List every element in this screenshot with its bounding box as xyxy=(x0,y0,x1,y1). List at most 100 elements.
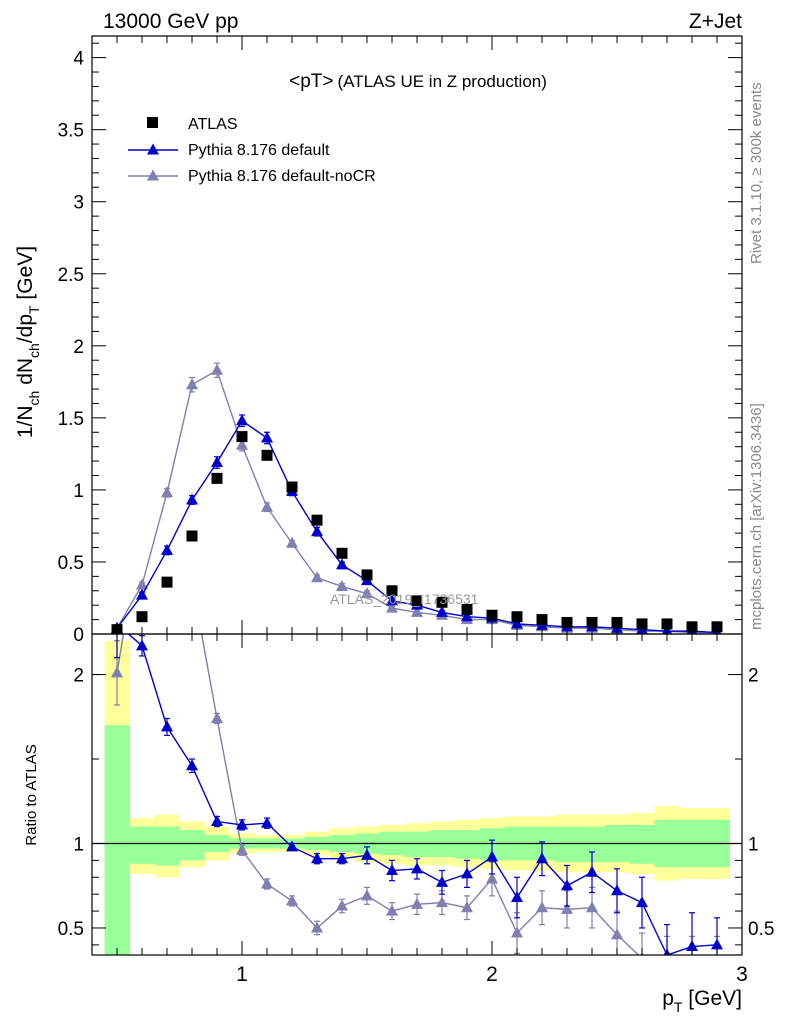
ratio-point xyxy=(161,720,173,732)
ratio-point xyxy=(136,639,148,651)
main-point xyxy=(211,456,223,468)
y-tick-label: 0.5 xyxy=(58,553,84,574)
ratio-point xyxy=(186,575,198,586)
main-point xyxy=(161,543,173,555)
ratio-point xyxy=(436,875,448,887)
band-stat xyxy=(179,829,205,861)
ratio-y-tick-label: 1 xyxy=(73,834,84,855)
atlas-data-point xyxy=(336,547,348,559)
ratio-point xyxy=(711,955,723,966)
atlas-data-point xyxy=(386,585,398,597)
atlas-data-point xyxy=(661,618,673,630)
band-stat xyxy=(629,824,655,864)
main-point xyxy=(161,486,173,498)
main-point xyxy=(186,493,198,505)
ratio-point xyxy=(461,867,473,879)
main-point xyxy=(136,588,148,600)
ratio-point xyxy=(411,862,423,874)
main-point xyxy=(261,500,273,512)
y-tick-label: 3 xyxy=(73,193,84,214)
main-point xyxy=(186,378,198,390)
ratio-point xyxy=(636,896,648,908)
ratio-y-axis-label: Ratio to ATLAS xyxy=(23,744,40,845)
ratio-point xyxy=(186,759,198,771)
y-tick-label: 1.5 xyxy=(58,409,84,430)
atlas-data-point xyxy=(136,611,148,623)
main-point xyxy=(386,601,398,613)
ratio-plot-panel: 1 2 3 0.5 0.5 1 1 2 2 xyxy=(58,575,774,986)
ratio-point xyxy=(536,901,548,913)
ratio-point xyxy=(286,894,298,906)
ratio-point xyxy=(111,666,123,678)
atlas-data-point xyxy=(411,595,423,607)
ratio-point xyxy=(586,865,598,877)
main-point xyxy=(236,414,248,426)
main-plot-panel: 0 0.5 1 1.5 2 2.5 3 3.5 4 xyxy=(58,35,743,646)
main-point xyxy=(386,594,398,606)
ratio-point xyxy=(511,891,523,903)
band-stat xyxy=(554,826,580,863)
ratio-point xyxy=(461,901,473,913)
band-stat xyxy=(104,725,130,955)
ratio-point xyxy=(211,711,223,723)
main-point xyxy=(336,558,348,570)
main-point xyxy=(311,571,323,583)
ratio-point xyxy=(211,815,223,827)
ratio-point xyxy=(311,852,323,864)
ratio-point xyxy=(611,928,623,940)
ratio-point xyxy=(686,955,698,966)
main-point xyxy=(286,536,298,548)
ratio-point xyxy=(511,926,523,938)
ratio-y-tick-label: 0.5 xyxy=(58,919,84,940)
main-point xyxy=(311,525,323,537)
ratio-point xyxy=(561,902,573,914)
ratio-point xyxy=(261,816,273,828)
main-point xyxy=(211,363,223,375)
ratio-point xyxy=(561,879,573,891)
y-tick-label: 1 xyxy=(73,481,84,502)
ratio-point xyxy=(236,843,248,855)
ratio-point xyxy=(261,877,273,889)
ratio-y-tick-label-right: 2 xyxy=(748,666,759,687)
analysis-watermark: ATLAS_2019_I1736531 xyxy=(330,591,479,607)
ratio-point xyxy=(661,955,673,966)
y-tick-label: 2.5 xyxy=(58,265,84,286)
ratio-point xyxy=(536,852,548,864)
atlas-data-point xyxy=(711,621,723,633)
x-tick-label: 3 xyxy=(736,963,748,986)
ratio-point xyxy=(411,897,423,909)
ratio-point xyxy=(611,884,623,896)
y-tick-label: 2 xyxy=(73,337,84,358)
ratio-point xyxy=(711,938,723,950)
ratio-point xyxy=(361,889,373,901)
legend: ATLAS Pythia 8.176 default Pythia 8.176 … xyxy=(128,116,376,185)
ratio-point xyxy=(236,818,248,830)
x-tick-label: 2 xyxy=(486,963,498,986)
atlas-data-point xyxy=(636,618,648,630)
ratio-point xyxy=(311,921,323,933)
band-stat xyxy=(404,831,430,858)
ratio-series-2 xyxy=(111,575,723,966)
x-axis-label: pT [GeV] xyxy=(662,987,742,1015)
legend-marker-atlas xyxy=(147,117,158,128)
ratio-point xyxy=(486,850,498,862)
energy-label: 13000 GeV pp xyxy=(103,10,238,33)
atlas-data-point xyxy=(586,616,598,628)
legend-label-nocr: Pythia 8.176 default-noCR xyxy=(188,168,376,185)
ratio-point xyxy=(336,899,348,911)
ratio-y-tick-label: 2 xyxy=(73,666,84,687)
ratio-point xyxy=(361,848,373,860)
main-point xyxy=(236,438,248,450)
ratio-point xyxy=(336,852,348,864)
atlas-data-point xyxy=(211,472,223,484)
plot-title-sub: (ATLAS UE in Z production) xyxy=(337,72,546,91)
atlas-data-point xyxy=(536,614,548,626)
atlas-data-point xyxy=(486,609,498,621)
atlas-data-point xyxy=(511,611,523,623)
y-tick-label: 4 xyxy=(73,49,84,70)
process-label: Z+Jet xyxy=(689,10,742,33)
main-point xyxy=(136,578,148,590)
ratio-point xyxy=(436,896,448,908)
main-point xyxy=(336,579,348,591)
ratio-y-tick-label-right: 0.5 xyxy=(748,919,774,940)
